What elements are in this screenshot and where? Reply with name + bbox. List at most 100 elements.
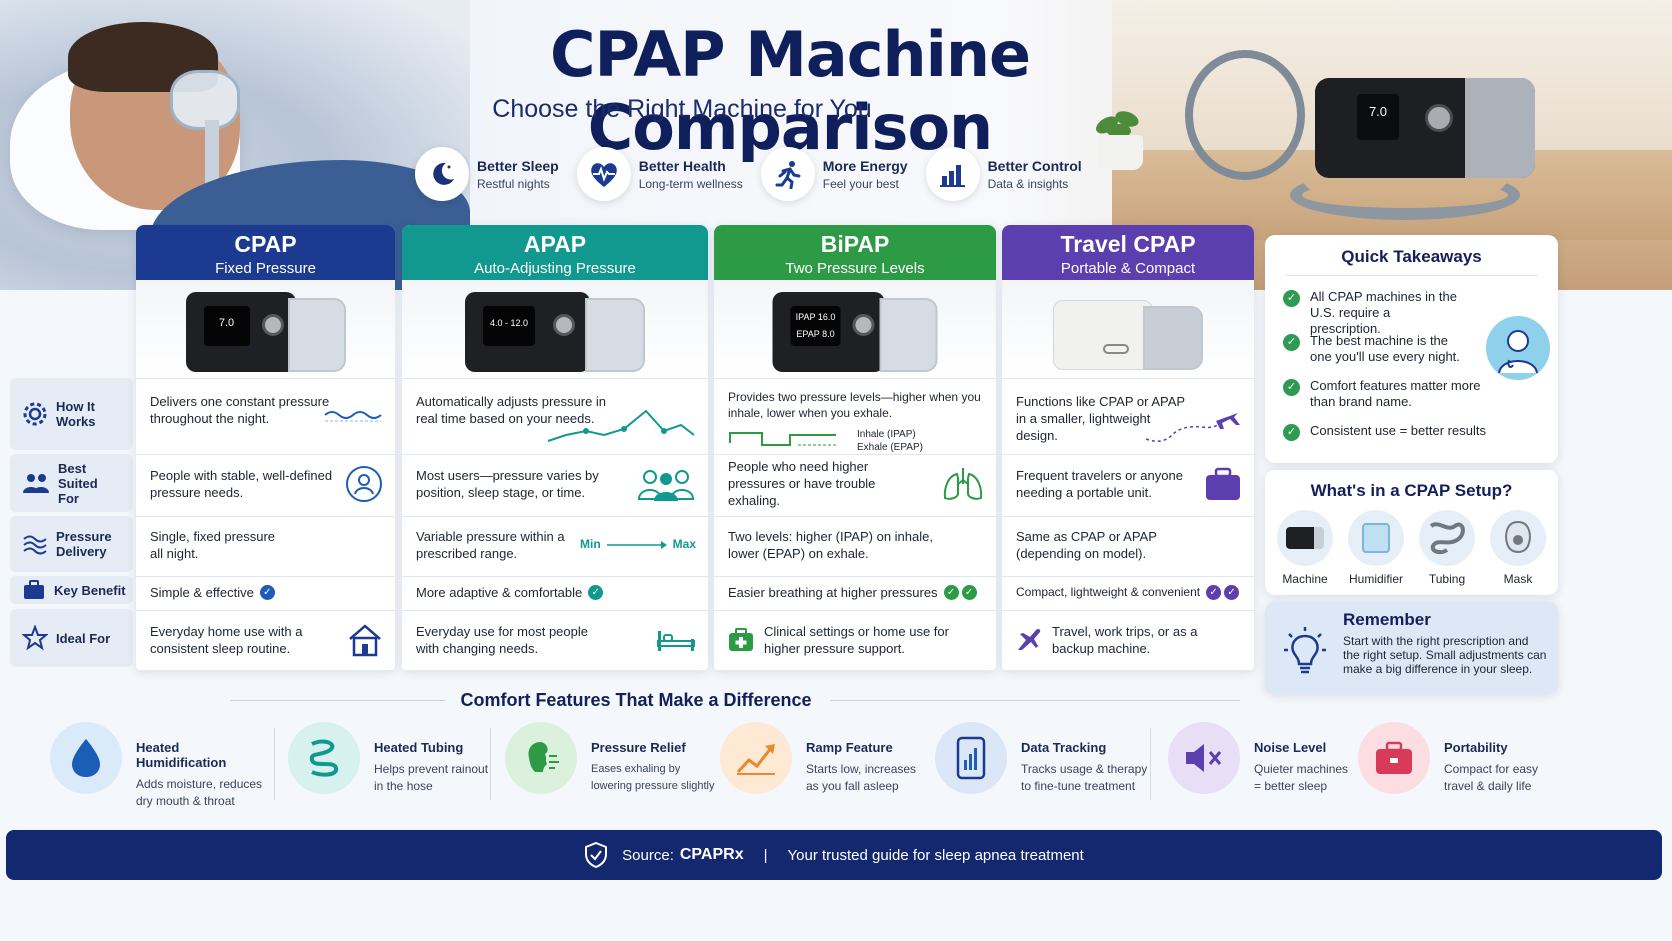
cell-pressure-delivery: Single, fixed pressure all night.: [136, 516, 395, 572]
cell-text: Travel, work trips, or as a backup machi…: [1052, 623, 1198, 656]
humidifier-icon: [1348, 510, 1404, 566]
column-name: Travel CPAP: [1060, 231, 1196, 257]
flat-wave-icon: [324, 411, 382, 422]
cell-text: Functions like CPAP or APAP in a smaller…: [1016, 394, 1185, 443]
remember-panel: Remember Start with the right prescripti…: [1265, 602, 1558, 694]
row-label-text: How It Works: [56, 399, 96, 429]
tubing-icon: [1419, 510, 1475, 566]
feature-desc: Quieter machines = better sleep: [1254, 762, 1349, 793]
column-name: CPAP: [234, 231, 297, 257]
cell-key-benefit: Simple & effective ✓: [136, 576, 395, 608]
moon-icon: [415, 147, 469, 201]
shield-check-icon: [585, 841, 608, 869]
cell-text: Clinical settings or home use for higher…: [764, 623, 949, 656]
users-icon: [23, 474, 49, 493]
cell-text: Delivers one constant pressure throughou…: [150, 394, 330, 426]
benefit-desc: Long-term wellness: [638, 176, 743, 191]
person-circle-icon: [346, 465, 382, 502]
column-subtitle: Portable & Compact: [1060, 260, 1196, 277]
ramp-chart-icon: [720, 722, 792, 794]
cell-text: Single, fixed pressure all night.: [150, 528, 276, 561]
lungs-icon: [943, 467, 983, 500]
medical-kit-icon: [729, 627, 753, 651]
cell-how-it-works: Delivers one constant pressure throughou…: [136, 378, 395, 450]
legend-inhale: Inhale (IPAP): [857, 429, 916, 440]
column-subtitle: Two Pressure Levels: [785, 260, 925, 277]
variable-wave-icon: [547, 409, 695, 442]
column-apap: APAP Auto-Adjusting Pressure 4.0 - 12.0 …: [402, 225, 708, 670]
divider: [1150, 728, 1151, 800]
row-label-pressure-delivery: Pressure Delivery: [10, 516, 133, 572]
benefit-title: More Energy: [822, 157, 908, 174]
footer-bar: Source: CPAPRx | Your trusted guide for …: [6, 830, 1662, 880]
machine-image: IPAP 16.0 EPAP 8.0: [714, 280, 996, 378]
divider: [830, 700, 1240, 701]
benefit-desc: Restful nights: [477, 176, 550, 191]
cell-ideal-for: Everyday home use with a consistent slee…: [136, 610, 395, 668]
source-label: Source:: [622, 846, 674, 864]
feature-desc: Starts low, increases as you fall asleep: [806, 762, 917, 793]
source-name: CPAPRx: [679, 846, 744, 863]
column-header: Travel CPAP Portable & Compact: [1002, 225, 1254, 280]
runner-icon: [760, 147, 815, 201]
column-bipap: BiPAP Two Pressure Levels IPAP 16.0 EPAP…: [714, 225, 996, 670]
exhale-face-icon: [505, 722, 577, 794]
cell-ideal-for: Travel, work trips, or as a backup machi…: [1002, 610, 1254, 668]
check-icon: ✓: [1283, 424, 1300, 441]
bed-icon: [657, 630, 695, 651]
heart-pulse-icon: [576, 147, 631, 201]
cpap-mask-image: [1185, 50, 1305, 180]
cell-text: Easier breathing at higher pressures: [728, 585, 938, 600]
feature-ramp: Ramp Feature Starts low, increases as you…: [720, 722, 920, 795]
display-epap: EPAP 8.0: [796, 329, 835, 339]
cell-best-suited: People with stable, well-defined pressur…: [136, 454, 395, 512]
row-label-text: Pressure Delivery: [56, 529, 112, 559]
benefit-better-sleep: Better Sleep Restful nights: [415, 147, 559, 201]
check-icon: ✓: [961, 585, 977, 600]
two-level-wave-icon: [729, 432, 836, 446]
page-subtitle: Choose the Right Machine for You: [492, 95, 872, 123]
feature-desc: Compact for easy travel & daily life: [1444, 762, 1539, 793]
cell-ideal-for: Clinical settings or home use for higher…: [714, 610, 996, 668]
cell-text: Simple & effective: [150, 585, 254, 600]
cell-text: Compact, lightweight & convenient: [1016, 585, 1201, 599]
benefit-title: Better Sleep: [477, 157, 559, 174]
gear-icon: [23, 402, 47, 426]
divider: [230, 700, 445, 701]
quick-takeaways-panel: Quick Takeaways ✓ All CPAP machines in th…: [1265, 235, 1558, 463]
takeaway-text: Comfort features matter more than brand …: [1310, 378, 1481, 409]
group-icon: [637, 469, 695, 501]
coiled-tube-icon: [288, 722, 360, 794]
legend-exhale: Exhale (EPAP): [857, 442, 923, 453]
airplane-icon: [1145, 413, 1240, 442]
row-label-ideal-for: Ideal For: [10, 609, 133, 667]
display-ipap: IPAP 16.0: [795, 312, 836, 322]
benefit-desc: Data & insights: [987, 176, 1069, 191]
briefcase-icon: [24, 580, 44, 599]
feature-data-tracking: Data Tracking Tracks usage & therapy to f…: [935, 722, 1147, 795]
check-icon: ✓: [1283, 334, 1300, 351]
cell-text: Most users—pressure varies by position, …: [416, 467, 599, 500]
bar-chart-icon: [925, 147, 980, 201]
takeaways-title: Quick Takeaways: [1285, 247, 1538, 276]
feature-desc: Eases exhaling by lowering pressure slig…: [591, 763, 715, 792]
cell-best-suited: People who need higher pressures or have…: [714, 454, 996, 512]
machine-display: IPAP 16.0 EPAP 8.0: [790, 306, 841, 346]
cell-text: Frequent travelers or anyone needing a p…: [1016, 467, 1183, 500]
feature-noise-level: Noise Level Quieter machines = better sle…: [1168, 722, 1353, 795]
range-max-label: Max: [672, 537, 696, 551]
benefit-more-energy: More Energy Feel your best: [760, 147, 908, 201]
column-header: APAP Auto-Adjusting Pressure: [402, 225, 708, 280]
feature-portability: Portability Compact for easy travel & dai…: [1358, 722, 1558, 795]
takeaway-item: ✓ All CPAP machines in the U.S. require a…: [1283, 289, 1463, 337]
benefit-better-health: Better Health Long-term wellness: [576, 147, 743, 201]
cell-key-benefit: Compact, lightweight & convenient ✓ ✓: [1002, 576, 1254, 608]
cell-pressure-delivery: Two levels: higher (IPAP) on inhale, low…: [714, 516, 996, 572]
cpap-setup-panel: What's in a CPAP Setup? Machine Humidifi…: [1265, 470, 1558, 595]
check-icon: ✓: [943, 585, 959, 600]
footer-divider: |: [763, 846, 768, 864]
feature-title: Pressure Relief: [591, 740, 686, 755]
feature-title: Data Tracking: [1021, 740, 1107, 755]
check-icon: ✓: [1206, 585, 1222, 600]
row-label-text: Best Suited For: [58, 460, 98, 506]
